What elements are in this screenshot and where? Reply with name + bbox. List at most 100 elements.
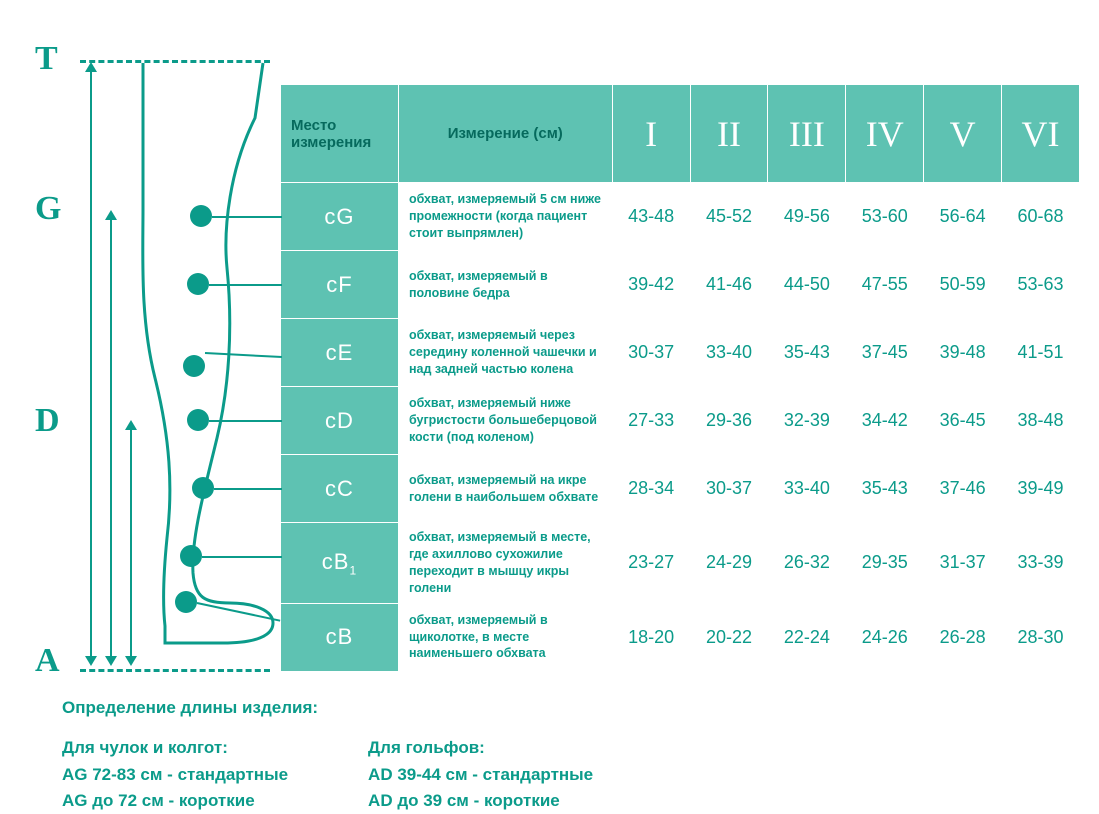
- cell-value: 41-51: [1002, 319, 1080, 387]
- cell-code: cB1: [281, 523, 399, 604]
- table-row: cBобхват, измеряемый в щиколотке, в мест…: [281, 603, 1080, 671]
- cell-value: 18-20: [612, 603, 690, 671]
- cell-value: 33-40: [768, 455, 846, 523]
- cell-code: cF: [281, 251, 399, 319]
- cell-value: 39-42: [612, 251, 690, 319]
- cell-value: 60-68: [1002, 183, 1080, 251]
- cell-value: 37-46: [924, 455, 1002, 523]
- leg-diagram: T G D A: [35, 50, 285, 670]
- cell-value: 24-29: [690, 523, 768, 604]
- cell-code: cD: [281, 387, 399, 455]
- cell-value: 29-35: [846, 523, 924, 604]
- conn-cg: [212, 216, 282, 218]
- cell-value: 26-28: [924, 603, 1002, 671]
- cell-value: 31-37: [924, 523, 1002, 604]
- cell-code: cC: [281, 455, 399, 523]
- cell-value: 23-27: [612, 523, 690, 604]
- arrow-ad: [130, 422, 132, 664]
- length-definition: Определение длины изделия: Для чулок и к…: [62, 695, 593, 814]
- cell-value: 37-45: [846, 319, 924, 387]
- label-d: D: [35, 402, 60, 440]
- cell-value: 44-50: [768, 251, 846, 319]
- dot-cb: [175, 591, 197, 613]
- header-size-3: III: [768, 85, 846, 183]
- table-row: cGобхват, измеряемый 5 см ниже промежнос…: [281, 183, 1080, 251]
- dot-cc: [192, 477, 214, 499]
- cell-value: 45-52: [690, 183, 768, 251]
- cell-value: 38-48: [1002, 387, 1080, 455]
- cell-value: 26-32: [768, 523, 846, 604]
- footer-title: Определение длины изделия:: [62, 695, 593, 721]
- dot-cf: [187, 273, 209, 295]
- cell-desc: обхват, измеряемый ниже бугристости боль…: [398, 387, 612, 455]
- dot-cd: [187, 409, 209, 431]
- table-row: cDобхват, измеряемый ниже бугристости бо…: [281, 387, 1080, 455]
- cell-value: 41-46: [690, 251, 768, 319]
- col1-line2: AG до 72 см - короткие: [62, 788, 288, 814]
- conn-cd: [209, 420, 282, 422]
- dot-cb1: [180, 545, 202, 567]
- header-size-6: VI: [1002, 85, 1080, 183]
- cell-value: 50-59: [924, 251, 1002, 319]
- cell-value: 49-56: [768, 183, 846, 251]
- footer-col-kneehighs: Для гольфов: AD 39-44 см - стандартные A…: [368, 735, 593, 814]
- header-measurement: Измерение (см): [398, 85, 612, 183]
- header-size-4: IV: [846, 85, 924, 183]
- arrow-ag: [110, 212, 112, 664]
- col1-title: Для чулок и колгот:: [62, 735, 288, 761]
- table-row: cFобхват, измеряемый в половине бедра39-…: [281, 251, 1080, 319]
- dot-ce: [183, 355, 205, 377]
- table-row: cCобхват, измеряемый на икре голени в на…: [281, 455, 1080, 523]
- label-t: T: [35, 40, 58, 78]
- dot-cg: [190, 205, 212, 227]
- cell-value: 32-39: [768, 387, 846, 455]
- cell-value: 33-40: [690, 319, 768, 387]
- cell-value: 28-34: [612, 455, 690, 523]
- cell-desc: обхват, измеряемый на икре голени в наиб…: [398, 455, 612, 523]
- table-row: cEобхват, измеряемый через середину коле…: [281, 319, 1080, 387]
- cell-value: 28-30: [1002, 603, 1080, 671]
- cell-value: 20-22: [690, 603, 768, 671]
- header-size-1: I: [612, 85, 690, 183]
- size-table: Место измерения Измерение (см) I II III …: [280, 84, 1080, 672]
- cell-value: 29-36: [690, 387, 768, 455]
- col1-line1: AG 72-83 см - стандартные: [62, 762, 288, 788]
- cell-value: 47-55: [846, 251, 924, 319]
- cell-value: 53-63: [1002, 251, 1080, 319]
- col2-line2: AD до 39 см - короткие: [368, 788, 593, 814]
- cell-value: 43-48: [612, 183, 690, 251]
- label-a: A: [35, 642, 60, 680]
- cell-value: 24-26: [846, 603, 924, 671]
- cell-code: cE: [281, 319, 399, 387]
- header-size-2: II: [690, 85, 768, 183]
- col2-title: Для гольфов:: [368, 735, 593, 761]
- cell-value: 53-60: [846, 183, 924, 251]
- cell-value: 39-49: [1002, 455, 1080, 523]
- cell-value: 30-37: [612, 319, 690, 387]
- arrow-at: [90, 64, 92, 664]
- cell-value: 33-39: [1002, 523, 1080, 604]
- cell-desc: обхват, измеряемый в месте, где ахиллово…: [398, 523, 612, 604]
- cell-value: 36-45: [924, 387, 1002, 455]
- conn-cb1: [202, 556, 282, 558]
- col2-line1: AD 39-44 см - стандартные: [368, 762, 593, 788]
- header-place: Место измерения: [281, 85, 399, 183]
- cell-desc: обхват, измеряемый в половине бедра: [398, 251, 612, 319]
- conn-cf: [209, 284, 282, 286]
- cell-value: 39-48: [924, 319, 1002, 387]
- cell-value: 22-24: [768, 603, 846, 671]
- cell-value: 34-42: [846, 387, 924, 455]
- cell-desc: обхват, измеряемый 5 см ниже промежности…: [398, 183, 612, 251]
- cell-value: 56-64: [924, 183, 1002, 251]
- cell-value: 35-43: [846, 455, 924, 523]
- footer-col-stockings: Для чулок и колгот: AG 72-83 см - станда…: [62, 735, 288, 814]
- table-row: cB1обхват, измеряемый в месте, где ахилл…: [281, 523, 1080, 604]
- cell-value: 30-37: [690, 455, 768, 523]
- cell-code: cG: [281, 183, 399, 251]
- cell-desc: обхват, измеряемый через середину коленн…: [398, 319, 612, 387]
- header-size-5: V: [924, 85, 1002, 183]
- leg-outline: [135, 58, 285, 673]
- label-g: G: [35, 190, 61, 228]
- cell-value: 35-43: [768, 319, 846, 387]
- conn-cc: [214, 488, 282, 490]
